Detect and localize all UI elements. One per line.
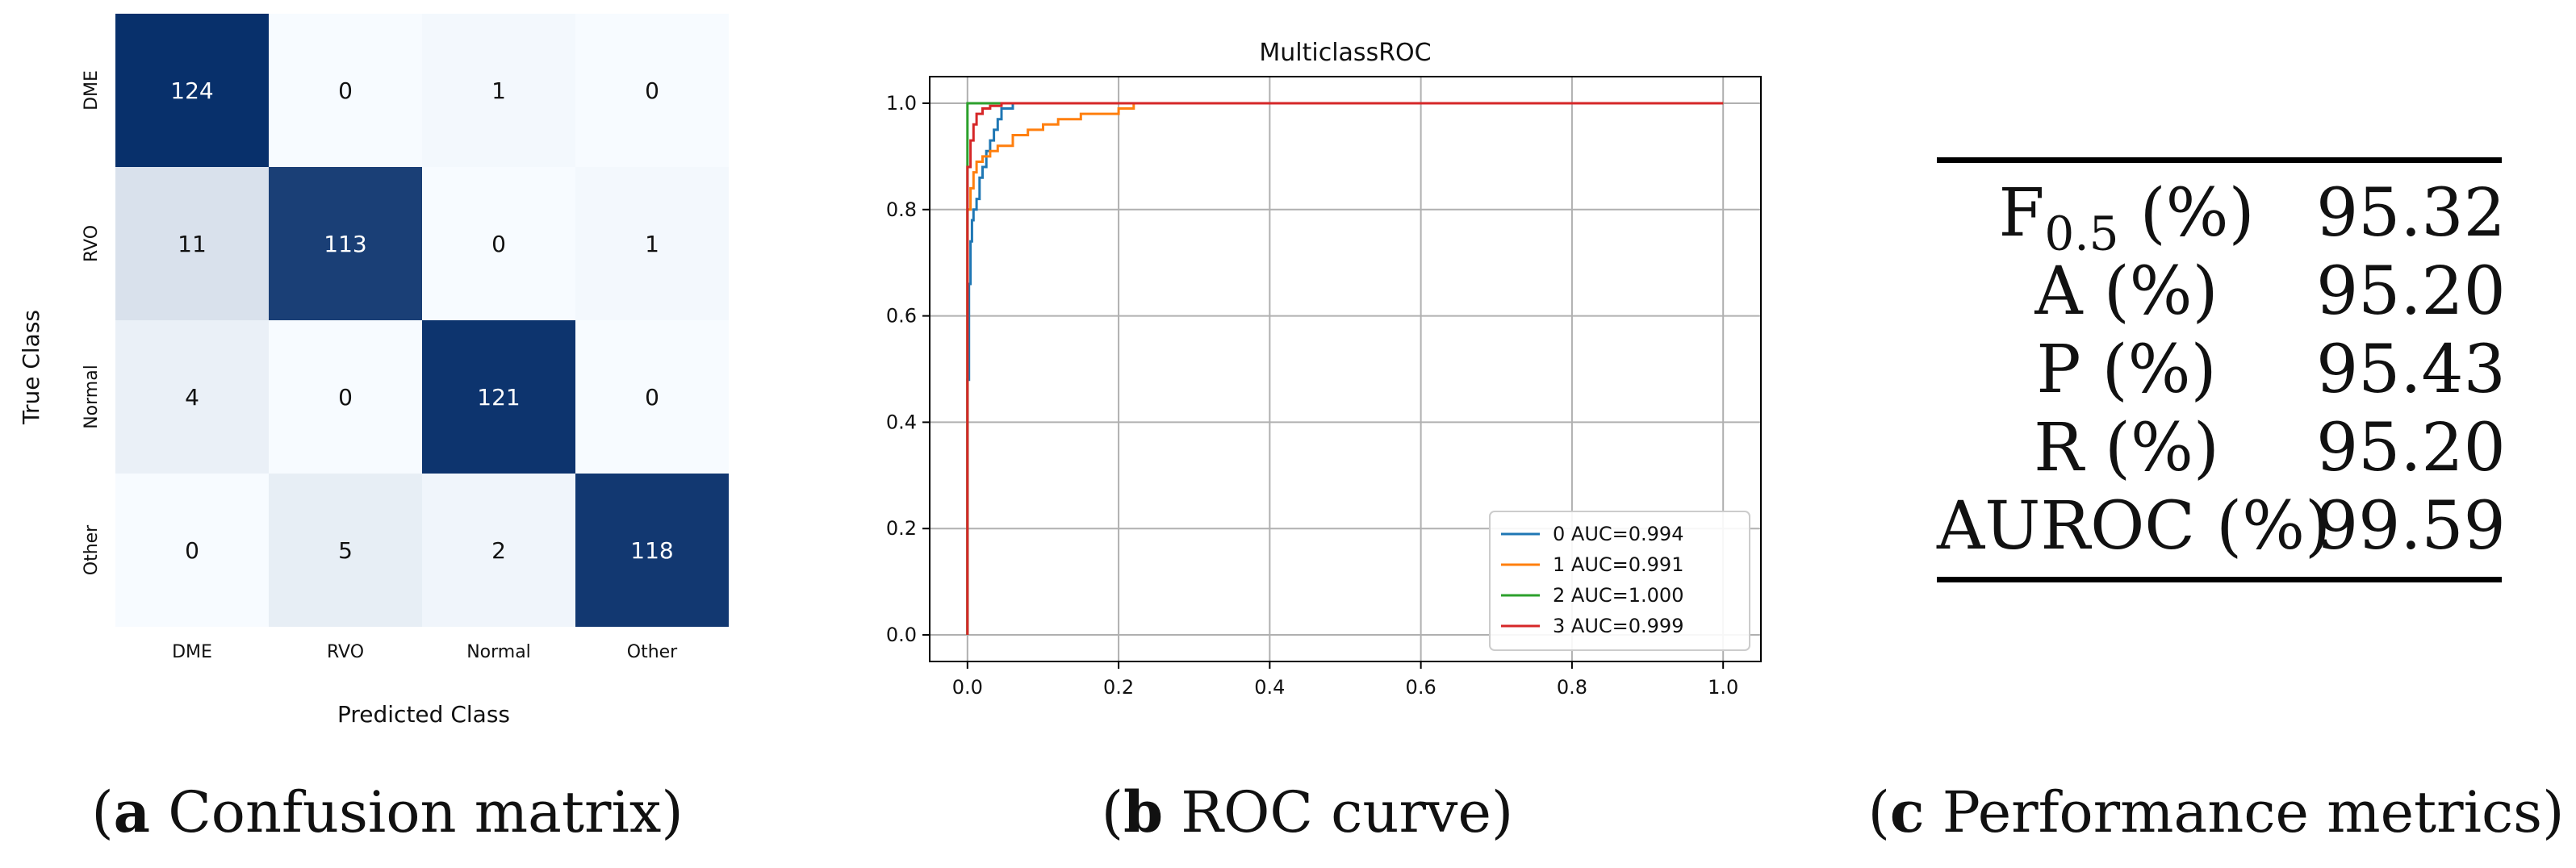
matrix-cell (115, 167, 269, 320)
metric-label: P (%) (2036, 332, 2217, 408)
roc-curve-panel: MulticlassROC 0.0 0.2 0.4 0.6 0.8 1.0 0.0 0.2 0… (839, 0, 1775, 868)
matrix-cell (575, 320, 729, 474)
matrix-cell-value: 0 (645, 77, 659, 104)
x-tick-label: RVO (327, 642, 364, 662)
roc-legend: 0 AUC=0.994 1 AUC=0.991 2 AUC=1.000 3 AUC=0… (1489, 511, 1750, 651)
roc-series-line-1 (966, 102, 1724, 635)
legend-label: 1 AUC=0.991 (1553, 553, 1683, 576)
matrix-cell (269, 14, 422, 167)
metric-row-precision: P (%) 95.43 (1937, 331, 2506, 409)
y-tick-label: 0.2 (886, 517, 917, 540)
y-tick-label: Normal (82, 365, 102, 429)
matrix-cell-value: 0 (338, 77, 353, 104)
matrix-cell-value: 121 (477, 384, 520, 411)
caption-b-letter: b (1123, 778, 1164, 845)
metric-label: AUROC (%) (1937, 488, 2331, 565)
caption-c: (c Performance metrics) (1867, 778, 2565, 845)
matrix-cell-value: 0 (338, 384, 353, 411)
caption-c-letter: c (1889, 778, 1925, 845)
matrix-cell (115, 474, 269, 627)
metric-row-accuracy: A (%) 95.20 (1937, 252, 2506, 331)
metric-value: 99.59 (2316, 488, 2506, 565)
matrix-cell (575, 14, 729, 167)
matrix-cell (422, 474, 575, 627)
metric-value: 95.20 (2316, 253, 2506, 330)
metric-value: 95.43 (2316, 332, 2506, 408)
matrix-cell-value: 0 (491, 231, 506, 257)
y-tick-label: RVO (82, 225, 102, 262)
x-tick-label: Normal (466, 642, 531, 662)
y-tick-label: 0.6 (886, 305, 917, 328)
x-axis-label: Predicted Class (337, 701, 510, 728)
metrics-table: F0.5 (%) 95.32 A (%) 95.20 P (%) 95.43 R… (1937, 157, 2506, 582)
metric-row-recall: R (%) 95.20 (1937, 409, 2506, 487)
matrix-cell-value: 0 (185, 537, 199, 564)
x-tick-label: 0.4 (1254, 676, 1285, 699)
matrix-cell (269, 320, 422, 474)
x-tick-label: 0.0 (952, 676, 983, 699)
matrix-cell (115, 320, 269, 474)
legend-label: 0 AUC=0.994 (1553, 523, 1683, 545)
matrix-cell-value: 4 (185, 384, 199, 411)
matrix-cell-value: 1 (645, 231, 659, 257)
x-tick-label: 0.2 (1103, 676, 1134, 699)
legend-box (1489, 511, 1750, 651)
matrix-cell (575, 474, 729, 627)
matrix-cell (422, 320, 575, 474)
matrix-cell-value: 118 (630, 537, 673, 564)
confusion-matrix-chart: 124 0 1 0 11 113 0 1 4 0 121 0 0 5 2 118 DME RVO Normal Ot… (18, 14, 729, 728)
y-tick-label: 0.4 (886, 411, 917, 433)
matrix-cell-value: 2 (491, 537, 506, 564)
matrix-cell-value: 113 (324, 231, 366, 257)
roc-series-line-0 (966, 102, 1724, 635)
metric-label: R (%) (2034, 410, 2219, 486)
y-tick-label: 1.0 (886, 92, 917, 115)
x-tick-label: DME (172, 642, 212, 662)
matrix-cell (269, 167, 422, 320)
matrix-cell-value: 5 (338, 537, 353, 564)
metric-value: 95.20 (2316, 410, 2506, 486)
matrix-cell (422, 14, 575, 167)
y-tick-label: 0.0 (886, 624, 917, 646)
metric-value: 95.32 (2316, 175, 2506, 252)
metric-label: A (%) (2034, 253, 2218, 330)
matrix-cell (269, 474, 422, 627)
confusion-matrix-panel: 124 0 1 0 11 113 0 1 4 0 121 0 0 5 2 118 DME RVO Normal Ot… (0, 0, 775, 868)
caption-b-text: ROC curve (1163, 779, 1491, 845)
matrix-cell (575, 167, 729, 320)
metric-row-f05: F0.5 (%) 95.32 (1937, 174, 2506, 261)
x-tick-label: Other (627, 642, 678, 662)
y-tick-label: 0.8 (886, 198, 917, 221)
matrix-cell-value: 11 (178, 231, 207, 257)
roc-series-line-3 (966, 102, 1724, 635)
roc-title: MulticlassROC (1259, 39, 1431, 67)
caption-a: (a Confusion matrix) (91, 778, 684, 845)
caption-a-text: Confusion matrix (149, 779, 662, 845)
roc-chart: MulticlassROC 0.0 0.2 0.4 0.6 0.8 1.0 0.0 0.2 0… (886, 39, 1762, 699)
y-tick-label: Other (82, 524, 102, 575)
matrix-cell-value: 0 (645, 384, 659, 411)
roc-plot-frame (929, 76, 1762, 662)
x-tick-label: 0.6 (1406, 676, 1436, 699)
matrix-cell (422, 167, 575, 320)
x-tick-label: 1.0 (1708, 676, 1738, 699)
y-tick-label: DME (82, 70, 102, 111)
matrix-cell (115, 14, 269, 167)
caption-b: (b ROC curve) (1101, 778, 1514, 845)
caption-a-letter: a (113, 778, 150, 845)
matrix-cell-value: 1 (491, 77, 506, 104)
metric-label: F0.5 (%) (1998, 175, 2255, 261)
legend-label: 3 AUC=0.999 (1553, 615, 1683, 637)
x-tick-label: 0.8 (1557, 676, 1587, 699)
caption-c-text: Performance metrics (1924, 779, 2543, 845)
matrix-cell-value: 124 (170, 77, 213, 104)
legend-label: 2 AUC=1.000 (1553, 584, 1683, 607)
metric-row-auroc: AUROC (%) 99.59 (1937, 487, 2506, 565)
metrics-panel: F0.5 (%) 95.32 A (%) 95.20 P (%) 95.43 R… (1856, 0, 2576, 868)
y-axis-label: True Class (18, 310, 44, 425)
